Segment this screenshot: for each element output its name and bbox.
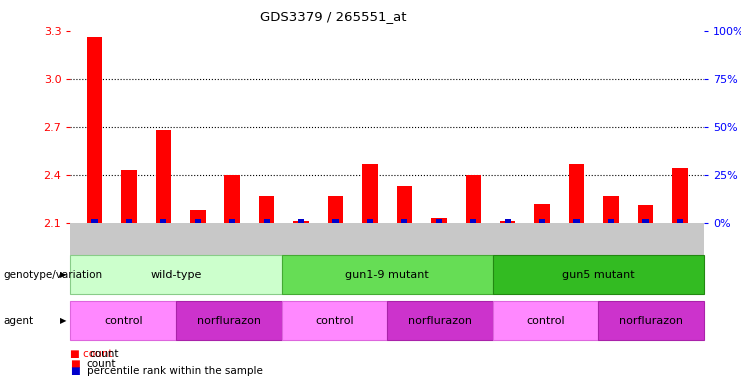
Bar: [126, 219, 132, 223]
Bar: [638, 205, 653, 223]
Text: percentile rank within the sample: percentile rank within the sample: [87, 366, 262, 376]
Text: genotype/variation: genotype/variation: [4, 270, 103, 280]
Bar: [500, 221, 516, 223]
Bar: [195, 219, 201, 223]
Text: gun1-9 mutant: gun1-9 mutant: [345, 270, 429, 280]
Bar: [431, 218, 447, 223]
Text: ■ count: ■ count: [70, 349, 113, 359]
Text: ■: ■: [70, 366, 80, 376]
Bar: [87, 37, 102, 223]
Text: ■: ■: [70, 359, 80, 369]
Bar: [328, 195, 343, 223]
Text: norflurazon: norflurazon: [197, 316, 261, 326]
Text: count: count: [89, 349, 119, 359]
Text: gun5 mutant: gun5 mutant: [562, 270, 635, 280]
Text: GDS3379 / 265551_at: GDS3379 / 265551_at: [260, 10, 407, 23]
Bar: [534, 204, 550, 223]
Text: ▶: ▶: [60, 270, 67, 279]
Bar: [264, 219, 270, 223]
Bar: [402, 219, 408, 223]
Bar: [229, 219, 236, 223]
Bar: [259, 195, 274, 223]
Bar: [470, 219, 476, 223]
Bar: [436, 219, 442, 223]
Bar: [396, 186, 412, 223]
Bar: [672, 168, 688, 223]
Bar: [293, 221, 309, 223]
Bar: [539, 219, 545, 223]
Bar: [465, 175, 481, 223]
Bar: [505, 219, 511, 223]
Text: norflurazon: norflurazon: [408, 316, 472, 326]
Bar: [122, 170, 136, 223]
Text: norflurazon: norflurazon: [619, 316, 683, 326]
Text: control: control: [526, 316, 565, 326]
Bar: [362, 164, 378, 223]
Bar: [677, 219, 683, 223]
Bar: [160, 219, 167, 223]
Text: control: control: [315, 316, 353, 326]
Bar: [367, 219, 373, 223]
Text: ▶: ▶: [60, 316, 67, 325]
Bar: [608, 219, 614, 223]
Bar: [333, 219, 339, 223]
Bar: [574, 219, 579, 223]
Bar: [156, 130, 171, 223]
Text: count: count: [87, 359, 116, 369]
Text: agent: agent: [4, 316, 34, 326]
Bar: [190, 210, 205, 223]
Bar: [642, 219, 648, 223]
Bar: [298, 219, 305, 223]
Text: control: control: [104, 316, 142, 326]
Bar: [569, 164, 585, 223]
Text: wild-type: wild-type: [150, 270, 202, 280]
Bar: [603, 195, 619, 223]
Bar: [91, 219, 98, 223]
Bar: [225, 175, 240, 223]
